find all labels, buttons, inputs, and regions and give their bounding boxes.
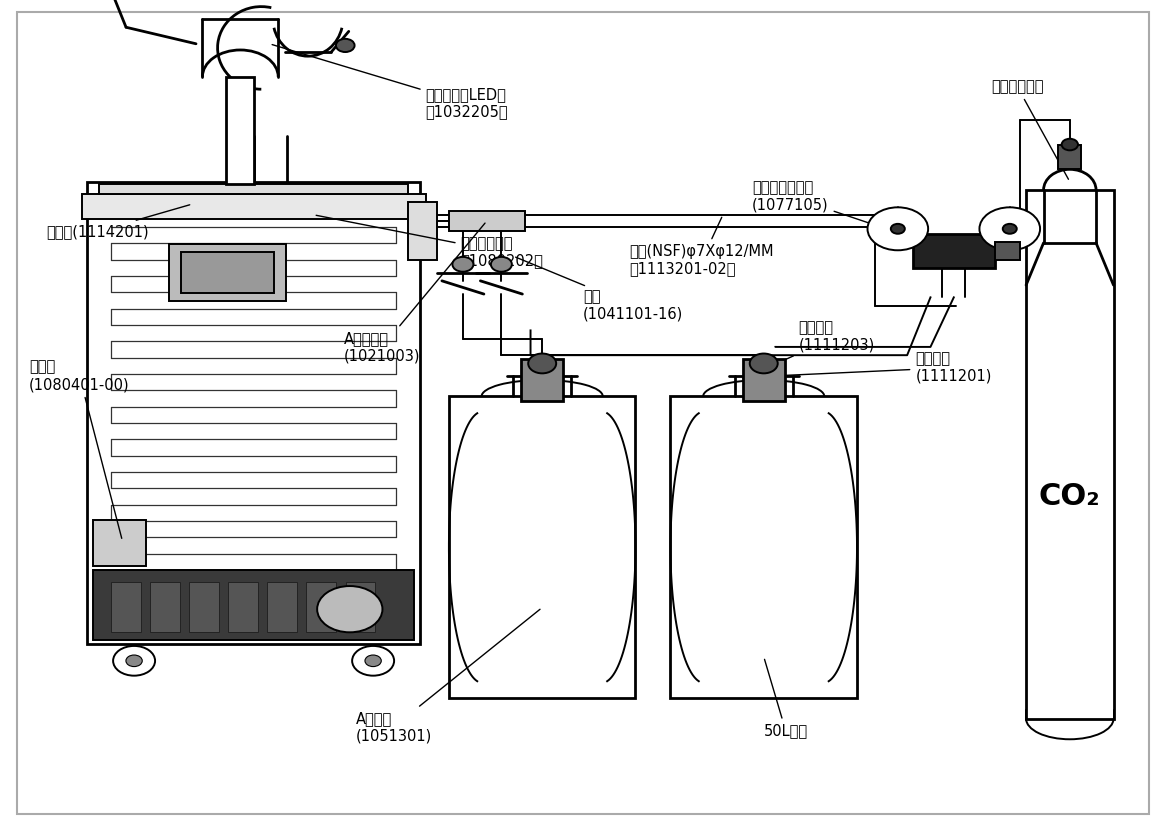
Bar	[307, 582, 336, 632]
Text: 进气接头
(1111201): 进气接头 (1111201)	[778, 351, 992, 384]
Bar	[226, 77, 254, 184]
Bar	[995, 242, 1020, 260]
Circle shape	[317, 586, 382, 633]
Circle shape	[1061, 139, 1079, 150]
Text: A型分配器
(1021003): A型分配器 (1021003)	[344, 223, 485, 363]
Circle shape	[365, 655, 381, 667]
Text: 皮管(NSF)φ7Xφ12/MM
（1113201-02）: 皮管(NSF)φ7Xφ12/MM （1113201-02）	[630, 217, 774, 277]
Bar	[111, 582, 141, 632]
Text: 出酒接头
(1111203): 出酒接头 (1111203)	[743, 320, 874, 379]
Circle shape	[528, 354, 556, 373]
Circle shape	[1003, 224, 1017, 234]
Text: 扎啤机不锈钢
（1080202）: 扎啤机不锈钢 （1080202）	[316, 216, 543, 268]
Bar	[449, 211, 525, 231]
Bar	[408, 202, 437, 260]
Bar	[169, 244, 286, 301]
Bar	[150, 582, 180, 632]
Text: 卡箍
(1041101-16): 卡箍 (1041101-16)	[515, 257, 683, 322]
Bar	[82, 194, 426, 219]
Bar	[345, 582, 375, 632]
Bar	[1059, 145, 1081, 169]
Circle shape	[891, 224, 905, 234]
Bar	[743, 359, 785, 401]
Circle shape	[113, 646, 155, 676]
Bar	[189, 582, 219, 632]
Circle shape	[750, 354, 778, 373]
Bar	[670, 396, 857, 698]
Circle shape	[336, 39, 354, 52]
Text: 循环泵
(1080401-00): 循环泵 (1080401-00)	[29, 359, 129, 539]
Bar	[449, 396, 635, 698]
Circle shape	[491, 257, 512, 272]
Bar	[93, 570, 414, 640]
Circle shape	[126, 655, 142, 667]
Bar	[87, 182, 420, 644]
Text: 滴酒盘(1114201): 滴酒盘(1114201)	[47, 205, 190, 239]
Text: 二氧化碳减压阀
(1077105): 二氧化碳减压阀 (1077105)	[752, 180, 928, 243]
Circle shape	[452, 257, 473, 272]
Bar	[229, 582, 258, 632]
Bar	[99, 184, 408, 194]
Circle shape	[979, 207, 1040, 250]
Bar	[181, 252, 274, 293]
Text: 两孔酒塔带LED灯
（1032205）: 两孔酒塔带LED灯 （1032205）	[272, 45, 508, 120]
Text: CO₂: CO₂	[1039, 482, 1101, 511]
Circle shape	[868, 207, 928, 250]
Bar	[521, 359, 563, 401]
Bar	[913, 234, 995, 268]
Bar	[93, 520, 146, 566]
Circle shape	[352, 646, 394, 676]
Text: A型酒矛
(1051301): A型酒矛 (1051301)	[356, 610, 540, 743]
Bar	[267, 582, 297, 632]
Bar	[1026, 190, 1114, 719]
Text: 50L酒桶: 50L酒桶	[764, 659, 808, 738]
Text: 二氧化碳气瓶: 二氧化碳气瓶	[991, 79, 1068, 179]
